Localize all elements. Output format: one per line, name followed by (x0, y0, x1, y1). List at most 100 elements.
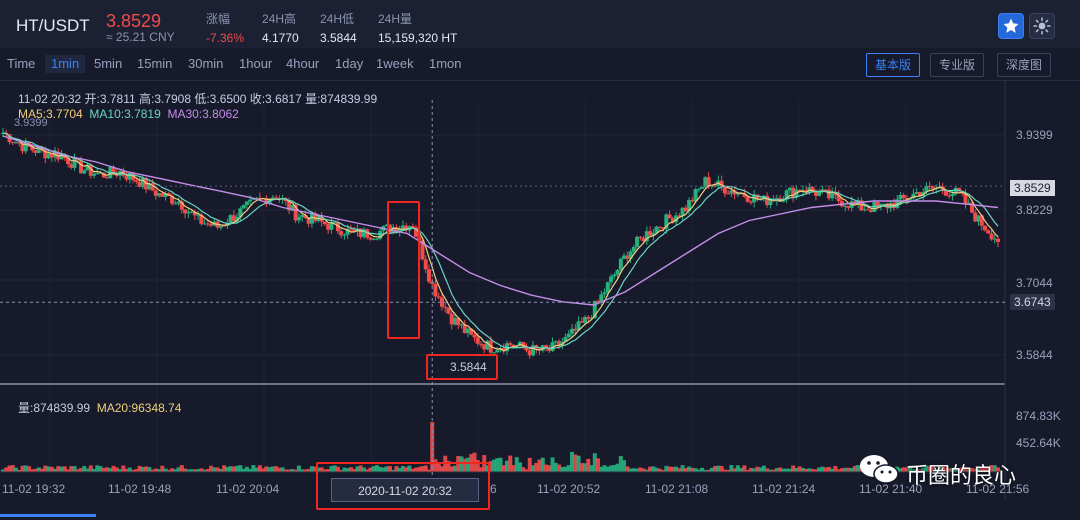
candle (326, 224, 331, 230)
tab-30min[interactable]: 30min (188, 56, 224, 71)
volume-bar (953, 469, 958, 472)
candle (865, 209, 870, 211)
volume-bar (176, 467, 181, 472)
stat-label: 24H高 (262, 12, 297, 26)
volume-bar (313, 466, 318, 472)
candle (618, 258, 623, 270)
candle (413, 227, 418, 237)
candle (752, 194, 757, 203)
candle (17, 142, 22, 144)
view-basic-button[interactable]: 基本版 (866, 53, 921, 77)
volume-bar (274, 466, 279, 472)
candlestick-chart[interactable] (0, 80, 1080, 520)
volume-bar (505, 460, 510, 472)
tab-1mon[interactable]: 1mon (429, 56, 462, 71)
candle (667, 214, 672, 219)
candle (251, 198, 256, 200)
candle (186, 211, 191, 214)
candle (664, 214, 669, 229)
volume-bar (930, 466, 935, 472)
candle (986, 230, 991, 234)
candle (452, 317, 457, 325)
x-tick-label: 11-02 20:52 (537, 482, 601, 496)
candle (170, 195, 175, 204)
candle (693, 189, 698, 202)
volume-bar (293, 469, 298, 472)
volume-bar (40, 468, 45, 472)
candle (644, 231, 649, 242)
tab-5min[interactable]: 5min (94, 56, 123, 71)
candle (183, 209, 188, 214)
candle (843, 205, 848, 207)
candle (583, 316, 588, 323)
volume-bar (700, 467, 705, 472)
sun-icon[interactable] (1029, 13, 1055, 39)
candle (14, 142, 19, 144)
candle (222, 225, 227, 227)
candle (228, 215, 233, 224)
volume-bar (927, 466, 932, 472)
candle (641, 237, 646, 242)
candle (20, 143, 25, 152)
candle (235, 216, 240, 221)
candle (287, 201, 292, 211)
candle (332, 221, 337, 223)
volume-bar (735, 465, 740, 472)
candle (895, 199, 900, 208)
volume-bar (98, 466, 103, 472)
candle (400, 225, 405, 229)
x-tick-label: 11-02 20:04 (216, 482, 280, 496)
volume-bar (979, 468, 984, 472)
x-tick-label: 11-02 21:40 (859, 482, 923, 496)
volume-bar (934, 468, 939, 472)
tab-15min[interactable]: 15min (137, 56, 173, 71)
tab-1week[interactable]: 1week (376, 56, 414, 71)
stat-label: 24H量 (378, 12, 413, 26)
stat-value: 4.1770 (262, 31, 299, 45)
volume-bar (322, 469, 327, 472)
scrollbar[interactable] (0, 514, 96, 517)
volume-bar (804, 468, 809, 472)
candle (202, 223, 207, 225)
volume-bar (817, 467, 822, 472)
stat-24h-volume: 24H量 15,159,320 HT (378, 10, 457, 45)
volume-bar (345, 468, 350, 472)
candle (989, 233, 994, 240)
volume-bar (82, 466, 87, 472)
tab-4hour[interactable]: 4hour (286, 56, 320, 71)
volume-bar (579, 463, 584, 472)
view-depth-button[interactable]: 深度图 (997, 53, 1052, 77)
tab-time[interactable]: Time (7, 56, 36, 71)
candle (628, 251, 633, 259)
volume-bar (745, 469, 750, 472)
candle (719, 180, 724, 187)
volume-bar (244, 466, 249, 472)
candle (209, 223, 214, 226)
volume-bar (430, 422, 435, 472)
volume-bar (518, 462, 523, 472)
candle (729, 190, 734, 194)
pair-name[interactable]: HT/USDT (16, 16, 90, 35)
ma20-value: MA20:96348.74 (96, 401, 182, 415)
volume-bar (17, 469, 22, 472)
volume-bar (475, 459, 480, 472)
candle (313, 213, 318, 222)
volume-bar (157, 469, 162, 472)
volume-bar (251, 465, 256, 472)
candle (462, 324, 467, 334)
star-icon[interactable] (998, 13, 1024, 39)
view-pro-button[interactable]: 专业版 (930, 53, 985, 77)
volume-bar (14, 467, 19, 472)
stat-label: 24H低 (320, 12, 355, 26)
volume-bar (774, 468, 779, 472)
tab-1hour[interactable]: 1hour (239, 56, 273, 71)
volume-bar (726, 469, 731, 472)
candle (134, 180, 139, 182)
tab-1day[interactable]: 1day (335, 56, 364, 71)
candle (810, 187, 815, 192)
volume-bar (813, 469, 818, 472)
volume-bar (706, 469, 711, 472)
volume-bar (664, 465, 669, 472)
tab-1min[interactable]: 1min (45, 55, 86, 73)
y-tick-label: 3.7044 (1016, 276, 1053, 290)
